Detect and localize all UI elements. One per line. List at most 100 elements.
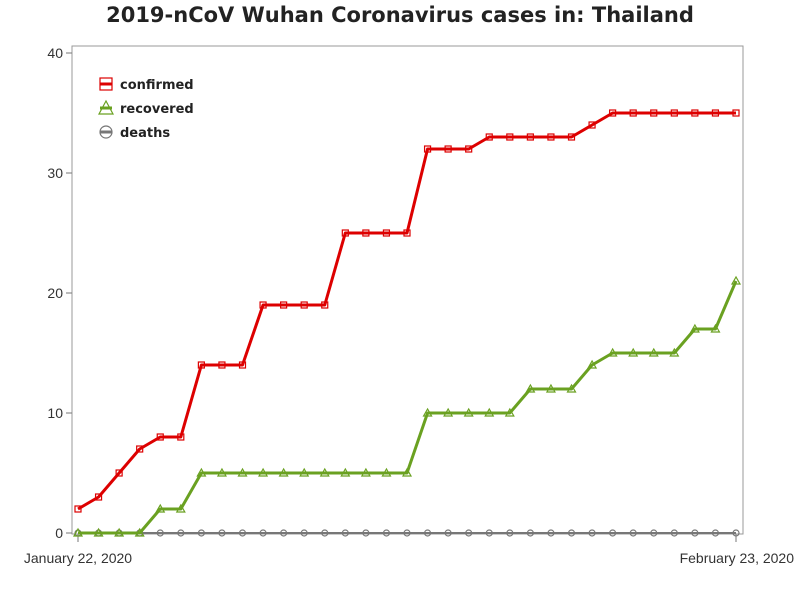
data-point-confirmed <box>94 493 103 501</box>
data-point-confirmed <box>403 229 411 237</box>
data-point-deaths <box>650 529 658 537</box>
data-point-recovered <box>443 407 454 417</box>
data-point-confirmed <box>567 133 576 141</box>
data-point-recovered <box>196 467 207 477</box>
y-tick-label: 20 <box>47 285 63 301</box>
data-point-deaths <box>259 529 267 537</box>
data-point-deaths <box>423 529 432 537</box>
data-point-confirmed <box>691 109 699 117</box>
data-point-confirmed <box>526 133 534 141</box>
y-tick-label: 40 <box>47 45 63 61</box>
y-tick-label: 0 <box>55 525 63 541</box>
data-point-recovered <box>72 527 84 537</box>
data-point-deaths <box>280 529 288 537</box>
data-point-recovered <box>525 383 536 393</box>
data-point-confirmed <box>156 433 164 441</box>
data-point-recovered <box>216 467 227 477</box>
data-point-deaths <box>362 529 370 537</box>
data-point-deaths <box>506 529 514 537</box>
legend-marker <box>99 125 113 139</box>
data-point-recovered <box>422 407 433 417</box>
data-point-confirmed <box>300 301 308 309</box>
y-axis: 0 10 20 30 40 <box>47 45 72 541</box>
legend-label: confirmed <box>120 78 194 93</box>
data-point-deaths <box>691 529 699 537</box>
data-point-confirmed <box>506 133 514 141</box>
legend-marker <box>97 99 115 115</box>
data-point-confirmed <box>136 445 144 453</box>
data-point-recovered <box>669 347 680 357</box>
data-point-recovered <box>155 503 166 513</box>
data-point-confirmed <box>670 109 678 117</box>
plot-frame <box>71 45 744 535</box>
data-point-recovered <box>545 383 556 393</box>
data-point-confirmed <box>732 109 740 117</box>
data-point-deaths <box>300 529 308 537</box>
data-point-confirmed <box>382 229 391 237</box>
legend-item-recovered: recovered <box>97 99 194 117</box>
data-point-confirmed <box>218 361 226 369</box>
series-confirmed <box>74 109 740 513</box>
data-point-deaths <box>588 529 596 537</box>
data-point-recovered <box>258 467 269 477</box>
legend-marker <box>99 77 113 91</box>
data-point-recovered <box>134 527 145 537</box>
data-point-recovered <box>710 323 721 333</box>
data-point-deaths <box>526 529 534 537</box>
data-point-recovered <box>237 467 248 477</box>
data-point-recovered <box>648 347 659 357</box>
data-point-deaths <box>711 529 720 537</box>
series-line-confirmed <box>77 111 736 511</box>
data-point-recovered <box>381 467 392 477</box>
legend-item-deaths: deaths <box>99 125 170 141</box>
data-point-deaths <box>177 529 185 537</box>
legend-label: recovered <box>120 102 194 117</box>
data-point-recovered <box>360 467 371 477</box>
data-point-confirmed <box>465 145 473 153</box>
data-point-deaths <box>444 529 452 537</box>
data-point-confirmed <box>650 109 658 117</box>
legend: confirmed recovered deaths <box>97 77 194 141</box>
data-point-recovered <box>607 347 618 357</box>
data-point-recovered <box>628 347 639 357</box>
y-tick-label: 30 <box>47 165 63 181</box>
data-point-deaths <box>547 529 555 537</box>
data-point-confirmed <box>609 109 617 117</box>
data-point-deaths <box>197 529 205 537</box>
data-point-recovered <box>587 359 598 369</box>
data-point-confirmed <box>238 361 247 369</box>
y-tick-label: 10 <box>47 405 63 421</box>
data-point-deaths <box>732 529 740 537</box>
data-point-recovered <box>463 407 474 417</box>
data-point-deaths <box>382 529 391 537</box>
data-point-recovered <box>689 323 700 333</box>
series-recovered <box>72 275 742 537</box>
chart-title: 2019-nCoV Wuhan Coronavirus cases in: Th… <box>106 3 694 27</box>
data-point-deaths <box>238 529 247 537</box>
data-point-deaths <box>321 529 329 537</box>
x-tick-label: January 22, 2020 <box>24 550 132 566</box>
data-point-confirmed <box>362 229 370 237</box>
data-point-recovered <box>299 467 310 477</box>
data-point-confirmed <box>280 301 288 309</box>
data-point-confirmed <box>423 145 432 153</box>
series-layer <box>72 109 742 537</box>
data-point-deaths <box>218 529 226 537</box>
legend-label: deaths <box>120 126 170 141</box>
data-point-deaths <box>567 529 576 537</box>
data-point-recovered <box>484 407 495 417</box>
data-point-deaths <box>485 529 493 537</box>
data-point-confirmed <box>629 109 637 117</box>
data-point-recovered <box>278 467 289 477</box>
data-point-confirmed <box>321 301 329 309</box>
data-point-confirmed <box>197 361 205 369</box>
data-point-confirmed <box>177 433 185 441</box>
legend-item-confirmed: confirmed <box>99 77 194 93</box>
data-point-deaths <box>670 529 678 537</box>
data-point-confirmed <box>711 109 720 117</box>
data-point-confirmed <box>259 301 267 309</box>
data-point-recovered <box>401 467 413 477</box>
data-point-recovered <box>175 503 186 513</box>
series-deaths <box>74 529 740 537</box>
